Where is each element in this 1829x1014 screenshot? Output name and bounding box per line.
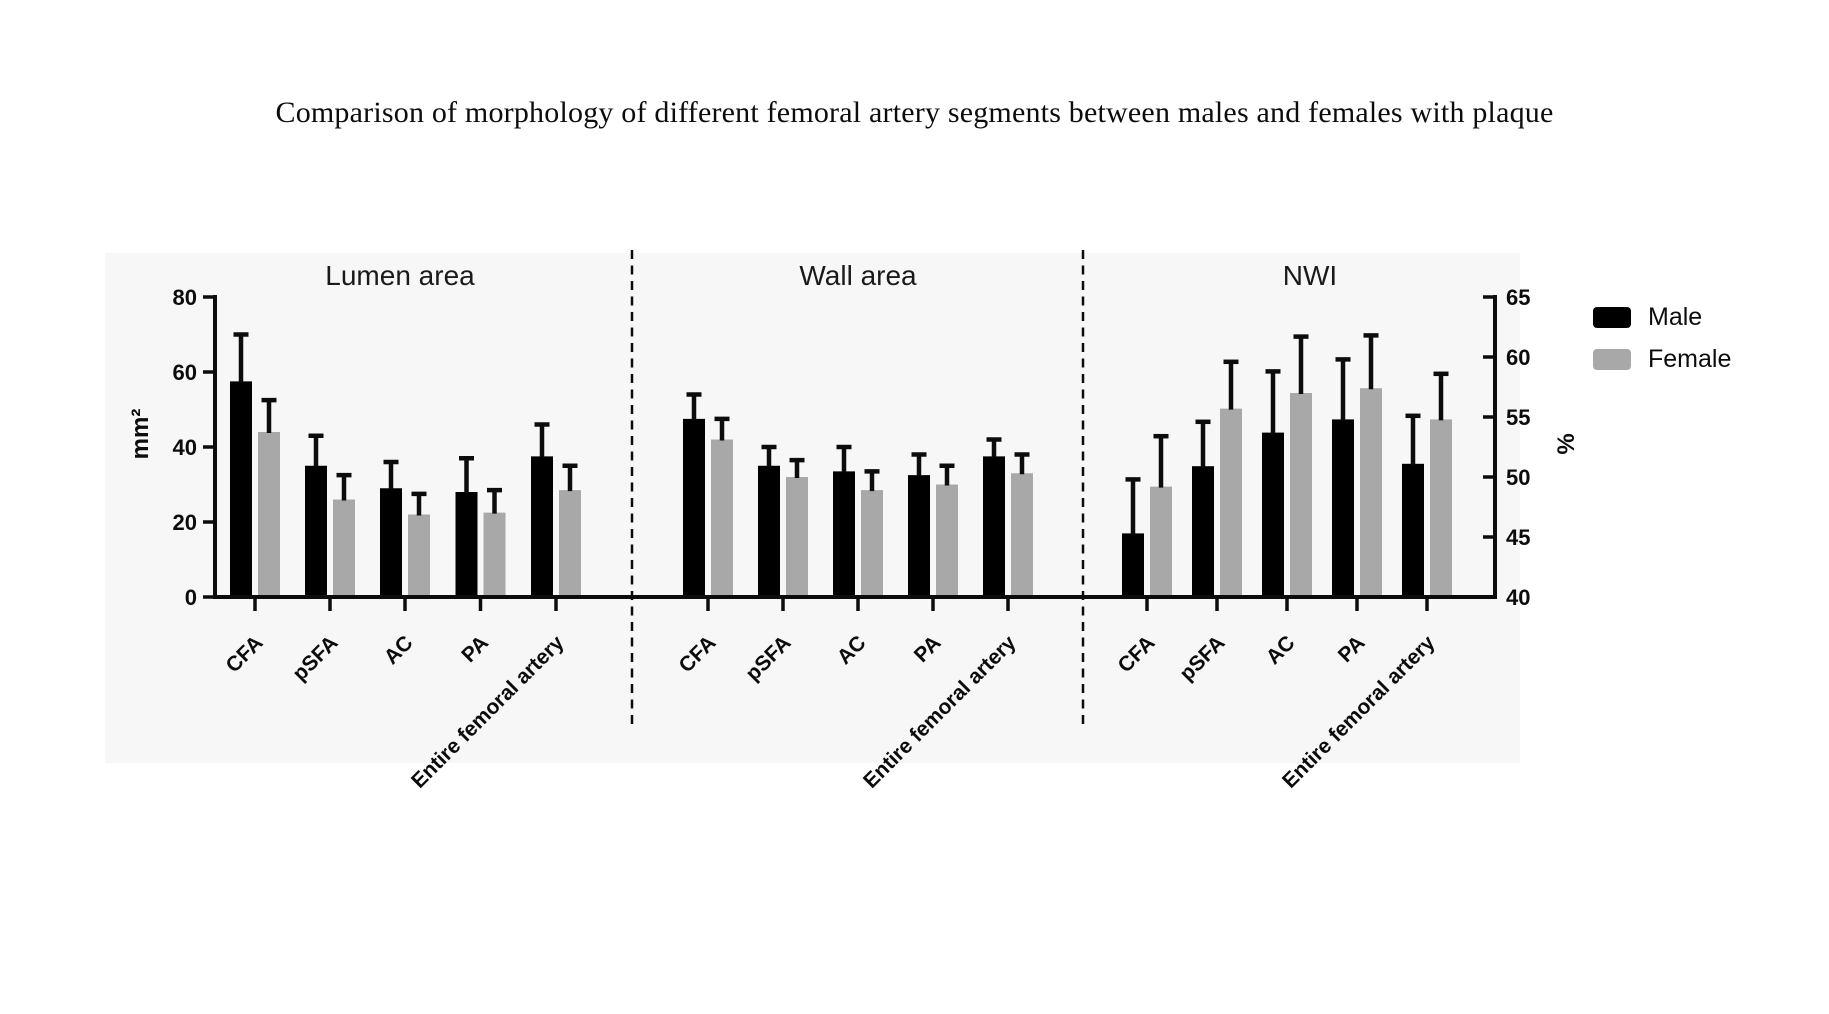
bar-nwi-entire-femoral-artery-male: [1402, 463, 1424, 597]
legend-item-female: Female: [1593, 345, 1731, 374]
bar-nwi-pa-male: [1332, 419, 1354, 597]
bar-wall-area-cfa-female: [711, 439, 733, 597]
right-axis-tick-label: 60: [1506, 345, 1530, 370]
bar-wall-area-psfa-male: [758, 465, 780, 597]
panel-title-lumen-area: Lumen area: [325, 260, 475, 291]
right-axis-tick-label: 40: [1506, 585, 1530, 610]
figure-title: Comparison of morphology of different fe…: [275, 96, 1554, 129]
right-axis-tick-label: 50: [1506, 465, 1530, 490]
left-axis-title: mm²: [127, 408, 154, 460]
x-category-label-psfa: pSFA: [1175, 631, 1229, 685]
bar-wall-area-cfa-male: [683, 418, 705, 597]
left-axis-tick-label: 0: [185, 585, 197, 610]
bar-wall-area-pa-female: [936, 484, 958, 597]
x-category-label-psfa: pSFA: [288, 631, 342, 685]
bar-lumen-area-ac-female: [408, 514, 430, 597]
bar-lumen-area-psfa-male: [305, 465, 327, 597]
x-category-label-ac: AC: [1262, 631, 1300, 669]
bar-nwi-cfa-female: [1150, 486, 1172, 597]
x-category-label-entire-femoral-artery: Entire femoral artery: [859, 631, 1021, 793]
bar-lumen-area-entire-femoral-artery-male: [531, 456, 553, 597]
panel-title-wall-area: Wall area: [799, 260, 917, 291]
x-category-label-ac: AC: [833, 631, 871, 669]
legend-label-male: Male: [1648, 303, 1703, 331]
x-category-label-psfa: pSFA: [741, 631, 795, 685]
right-axis-tick-label: 45: [1506, 525, 1530, 550]
bar-lumen-area-psfa-female: [333, 499, 355, 597]
x-category-label-entire-femoral-artery: Entire femoral artery: [407, 631, 569, 793]
left-axis-tick-label: 80: [173, 285, 197, 310]
female-swatch-icon: [1593, 349, 1631, 370]
bar-wall-area-entire-femoral-artery-female: [1011, 473, 1033, 597]
bar-lumen-area-ac-male: [380, 488, 402, 597]
bar-lumen-area-pa-female: [483, 512, 506, 597]
bar-lumen-area-cfa-female: [258, 432, 280, 597]
legend-item-male: Male: [1593, 303, 1731, 332]
left-axis-tick-label: 40: [173, 435, 197, 460]
x-category-label-cfa: CFA: [1114, 631, 1160, 677]
male-swatch-icon: [1593, 307, 1631, 328]
bar-wall-area-pa-male: [908, 475, 930, 597]
x-category-label-pa: PA: [910, 631, 946, 667]
bar-wall-area-psfa-female: [786, 477, 808, 597]
x-category-label-cfa: CFA: [675, 631, 721, 677]
right-axis-tick-label: 65: [1506, 285, 1530, 310]
bar-nwi-psfa-male: [1192, 466, 1214, 597]
bar-wall-area-entire-femoral-artery-male: [983, 456, 1005, 597]
panel-title-nwi: NWI: [1282, 260, 1338, 291]
right-axis-tick-label: 55: [1506, 405, 1530, 430]
bar-nwi-psfa-female: [1220, 408, 1242, 597]
x-category-label-cfa: CFA: [222, 631, 268, 677]
x-category-label-pa: PA: [457, 631, 493, 667]
bar-lumen-area-cfa-male: [230, 381, 252, 597]
right-axis-title: %: [1553, 433, 1580, 455]
bar-wall-area-ac-male: [833, 471, 855, 597]
legend: Male Female: [1593, 303, 1731, 387]
bar-nwi-ac-male: [1262, 432, 1284, 597]
bar-nwi-ac-female: [1290, 393, 1312, 597]
left-axis-tick-label: 20: [173, 510, 197, 535]
bar-nwi-entire-femoral-artery-female: [1430, 419, 1452, 597]
bar-nwi-cfa-male: [1122, 533, 1144, 597]
left-axis-tick-label: 60: [173, 360, 197, 385]
x-category-label-ac: AC: [380, 631, 418, 669]
x-category-label-pa: PA: [1334, 631, 1370, 667]
bar-lumen-area-entire-femoral-artery-female: [559, 490, 581, 597]
bar-wall-area-ac-female: [861, 490, 883, 597]
legend-label-female: Female: [1648, 345, 1732, 373]
bar-lumen-area-pa-male: [455, 492, 478, 597]
bar-nwi-pa-female: [1360, 388, 1382, 597]
